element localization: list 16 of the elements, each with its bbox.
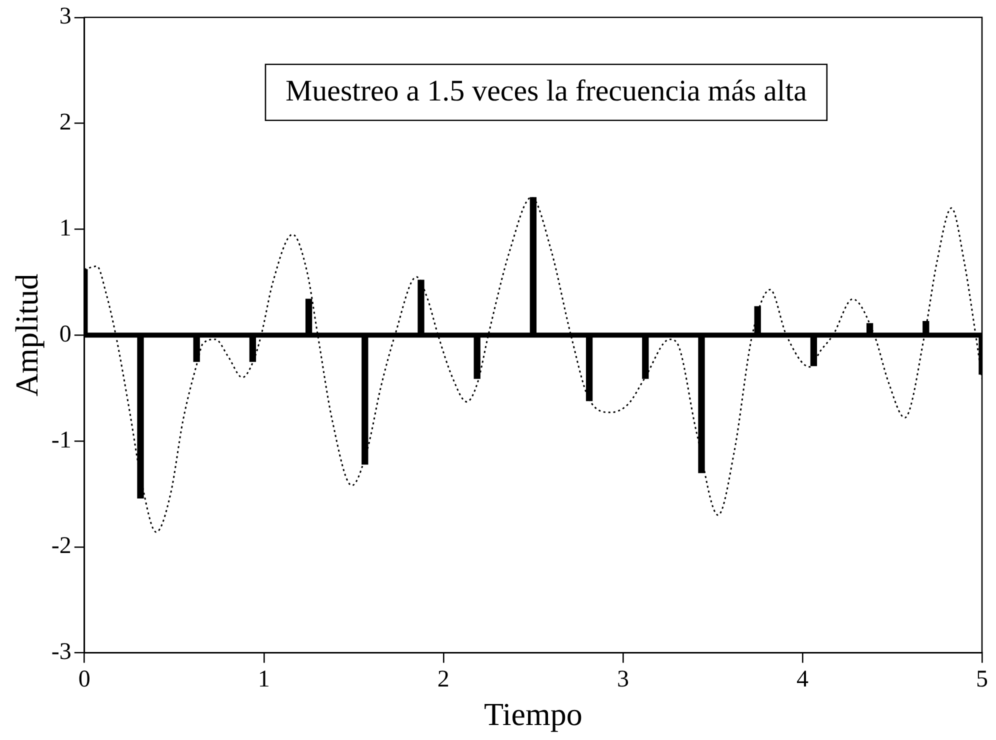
x-tick-label: 0 — [78, 666, 90, 692]
y-tick-label: -2 — [51, 533, 72, 560]
y-tick-label: 3 — [59, 4, 72, 30]
y-tick-label: 0 — [59, 321, 72, 348]
x-tick-label: 5 — [976, 666, 988, 692]
y-tick-label: -3 — [51, 639, 72, 666]
x-tick-label: 4 — [796, 666, 808, 692]
x-tick-label: 3 — [616, 666, 629, 692]
annotation: Muestreo a 1.5 veces la frecuencia más alta — [285, 74, 807, 108]
y-tick-label: 1 — [59, 215, 72, 242]
y-tick-label: -1 — [51, 427, 72, 454]
y-tick-label: 2 — [59, 110, 72, 136]
x-tick-label: 2 — [437, 666, 450, 692]
x-tick-label: 1 — [258, 666, 270, 692]
x-axis-title: Tiempo — [484, 696, 582, 732]
y-axis-title: Amplitud — [8, 274, 45, 396]
